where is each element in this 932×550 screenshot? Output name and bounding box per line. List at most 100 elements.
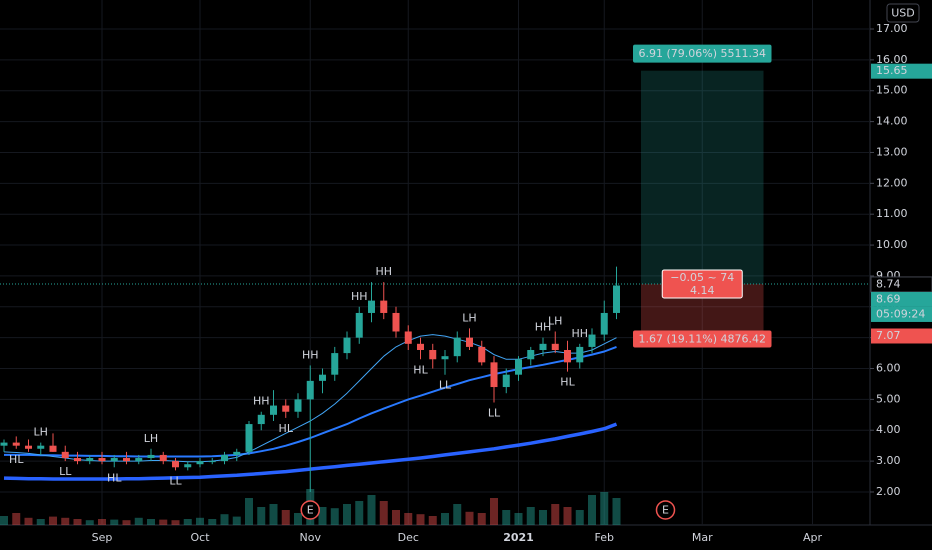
volume-bar (514, 513, 523, 525)
candle-body (453, 337, 461, 357)
candle-body (172, 461, 179, 468)
candle-body (527, 350, 535, 360)
volume-bar (392, 510, 400, 525)
candle-body (613, 285, 620, 313)
candle-body (74, 458, 81, 462)
target-label: 6.91 (79.06%) 5511.34 (639, 47, 767, 60)
candle-body (380, 300, 388, 313)
volume-bar (367, 495, 376, 525)
volume-bar (0, 516, 8, 525)
volume-bar (477, 513, 486, 525)
profit-zone (641, 70, 764, 284)
volume-bar (98, 519, 106, 525)
volume-bar (183, 519, 192, 525)
volume (0, 489, 621, 525)
candle-body (184, 464, 192, 468)
candle-body (404, 331, 412, 344)
volume-bar (600, 492, 609, 525)
pivot-label: HL (560, 376, 575, 389)
volume-bar (281, 510, 290, 525)
price-tag-label: 8.69 (876, 292, 901, 305)
pivot-label: LH (144, 432, 158, 445)
candle-body (294, 399, 302, 412)
candle-body (588, 334, 596, 347)
volume-bar (159, 519, 168, 525)
volume-bar (208, 519, 217, 525)
volume-bar (85, 520, 94, 525)
candle-body (515, 359, 522, 375)
earnings-marker[interactable] (655, 500, 676, 520)
candles (0, 266, 620, 492)
volume-bar (49, 516, 57, 525)
candle-body (61, 451, 69, 459)
candle-body (564, 350, 571, 363)
volume-bar (61, 517, 70, 525)
candle-body (25, 445, 32, 449)
pivot-label: LL (439, 379, 452, 392)
volume-bar (379, 501, 388, 525)
stop-label-box (633, 330, 772, 348)
candle-body (490, 362, 498, 388)
pivot-label: HH (302, 348, 319, 361)
y-tick-label: 15.00 (876, 84, 908, 97)
mid-label: 4.14 (690, 284, 715, 297)
pivot-label: HH (375, 265, 392, 278)
volume-bar (24, 517, 33, 525)
volume-bar (147, 519, 155, 525)
candle-body (502, 374, 510, 388)
earnings-marker[interactable] (300, 500, 320, 520)
candle-body (282, 405, 290, 412)
candle-body (221, 454, 228, 462)
pivot-label: HL (107, 471, 122, 484)
volume-bar (428, 516, 437, 525)
pivot-label: LH (548, 314, 562, 327)
price-tag (871, 328, 932, 344)
candle-body (576, 346, 584, 363)
volume-bar (232, 516, 241, 525)
candle-body (306, 380, 314, 400)
candle-body (429, 350, 437, 360)
candle-body (123, 458, 130, 462)
volume-bar (110, 519, 119, 525)
volume-bar (134, 517, 143, 525)
y-tick-label: 14.00 (876, 115, 908, 128)
x-tick-label: Mar (692, 531, 713, 544)
pivot-label: HH (535, 321, 552, 334)
pivot-label: LL (59, 465, 72, 478)
candle-body (319, 374, 326, 381)
candle-body (551, 343, 559, 350)
currency: USD (891, 7, 915, 20)
candle-body (98, 458, 106, 462)
volume-bar (171, 520, 180, 525)
x-tick-label: Nov (300, 531, 322, 544)
volume-bar (330, 508, 339, 525)
currency-box[interactable] (886, 3, 920, 23)
pivot-label: HH (351, 290, 368, 303)
y-tick-label: 11.00 (876, 207, 908, 220)
volume-bar (404, 513, 413, 525)
earnings-label: E (307, 504, 314, 517)
volume-bar (220, 514, 229, 525)
countdown: 05:09:24 (876, 307, 925, 320)
candle-body (343, 337, 351, 354)
candle-body (49, 445, 57, 452)
x-tick-label: 2021 (503, 531, 534, 544)
candle-body (12, 442, 20, 446)
position-tool: 6.91 (79.06%) 5511.34 1.67 (19.11%) 4876.… (0, 44, 870, 348)
mid-label-box (661, 269, 743, 299)
y-tick-label: 5.00 (876, 392, 901, 405)
volume-bar (588, 495, 596, 525)
candle-body (159, 454, 167, 462)
mid-label: −0.05 ~ 74 (670, 271, 734, 284)
candle-body (37, 445, 45, 449)
volume-bar (343, 504, 351, 525)
volume-bar (551, 504, 560, 525)
candle-body (147, 454, 155, 459)
y-tick-label: 17.00 (876, 22, 908, 35)
candle-body (417, 343, 424, 350)
y-tick-label: 10.00 (876, 238, 908, 251)
candle-body (392, 312, 400, 332)
volume-bar (465, 511, 474, 525)
y-tick-label: 12.00 (876, 176, 908, 189)
price-tag (871, 291, 932, 307)
